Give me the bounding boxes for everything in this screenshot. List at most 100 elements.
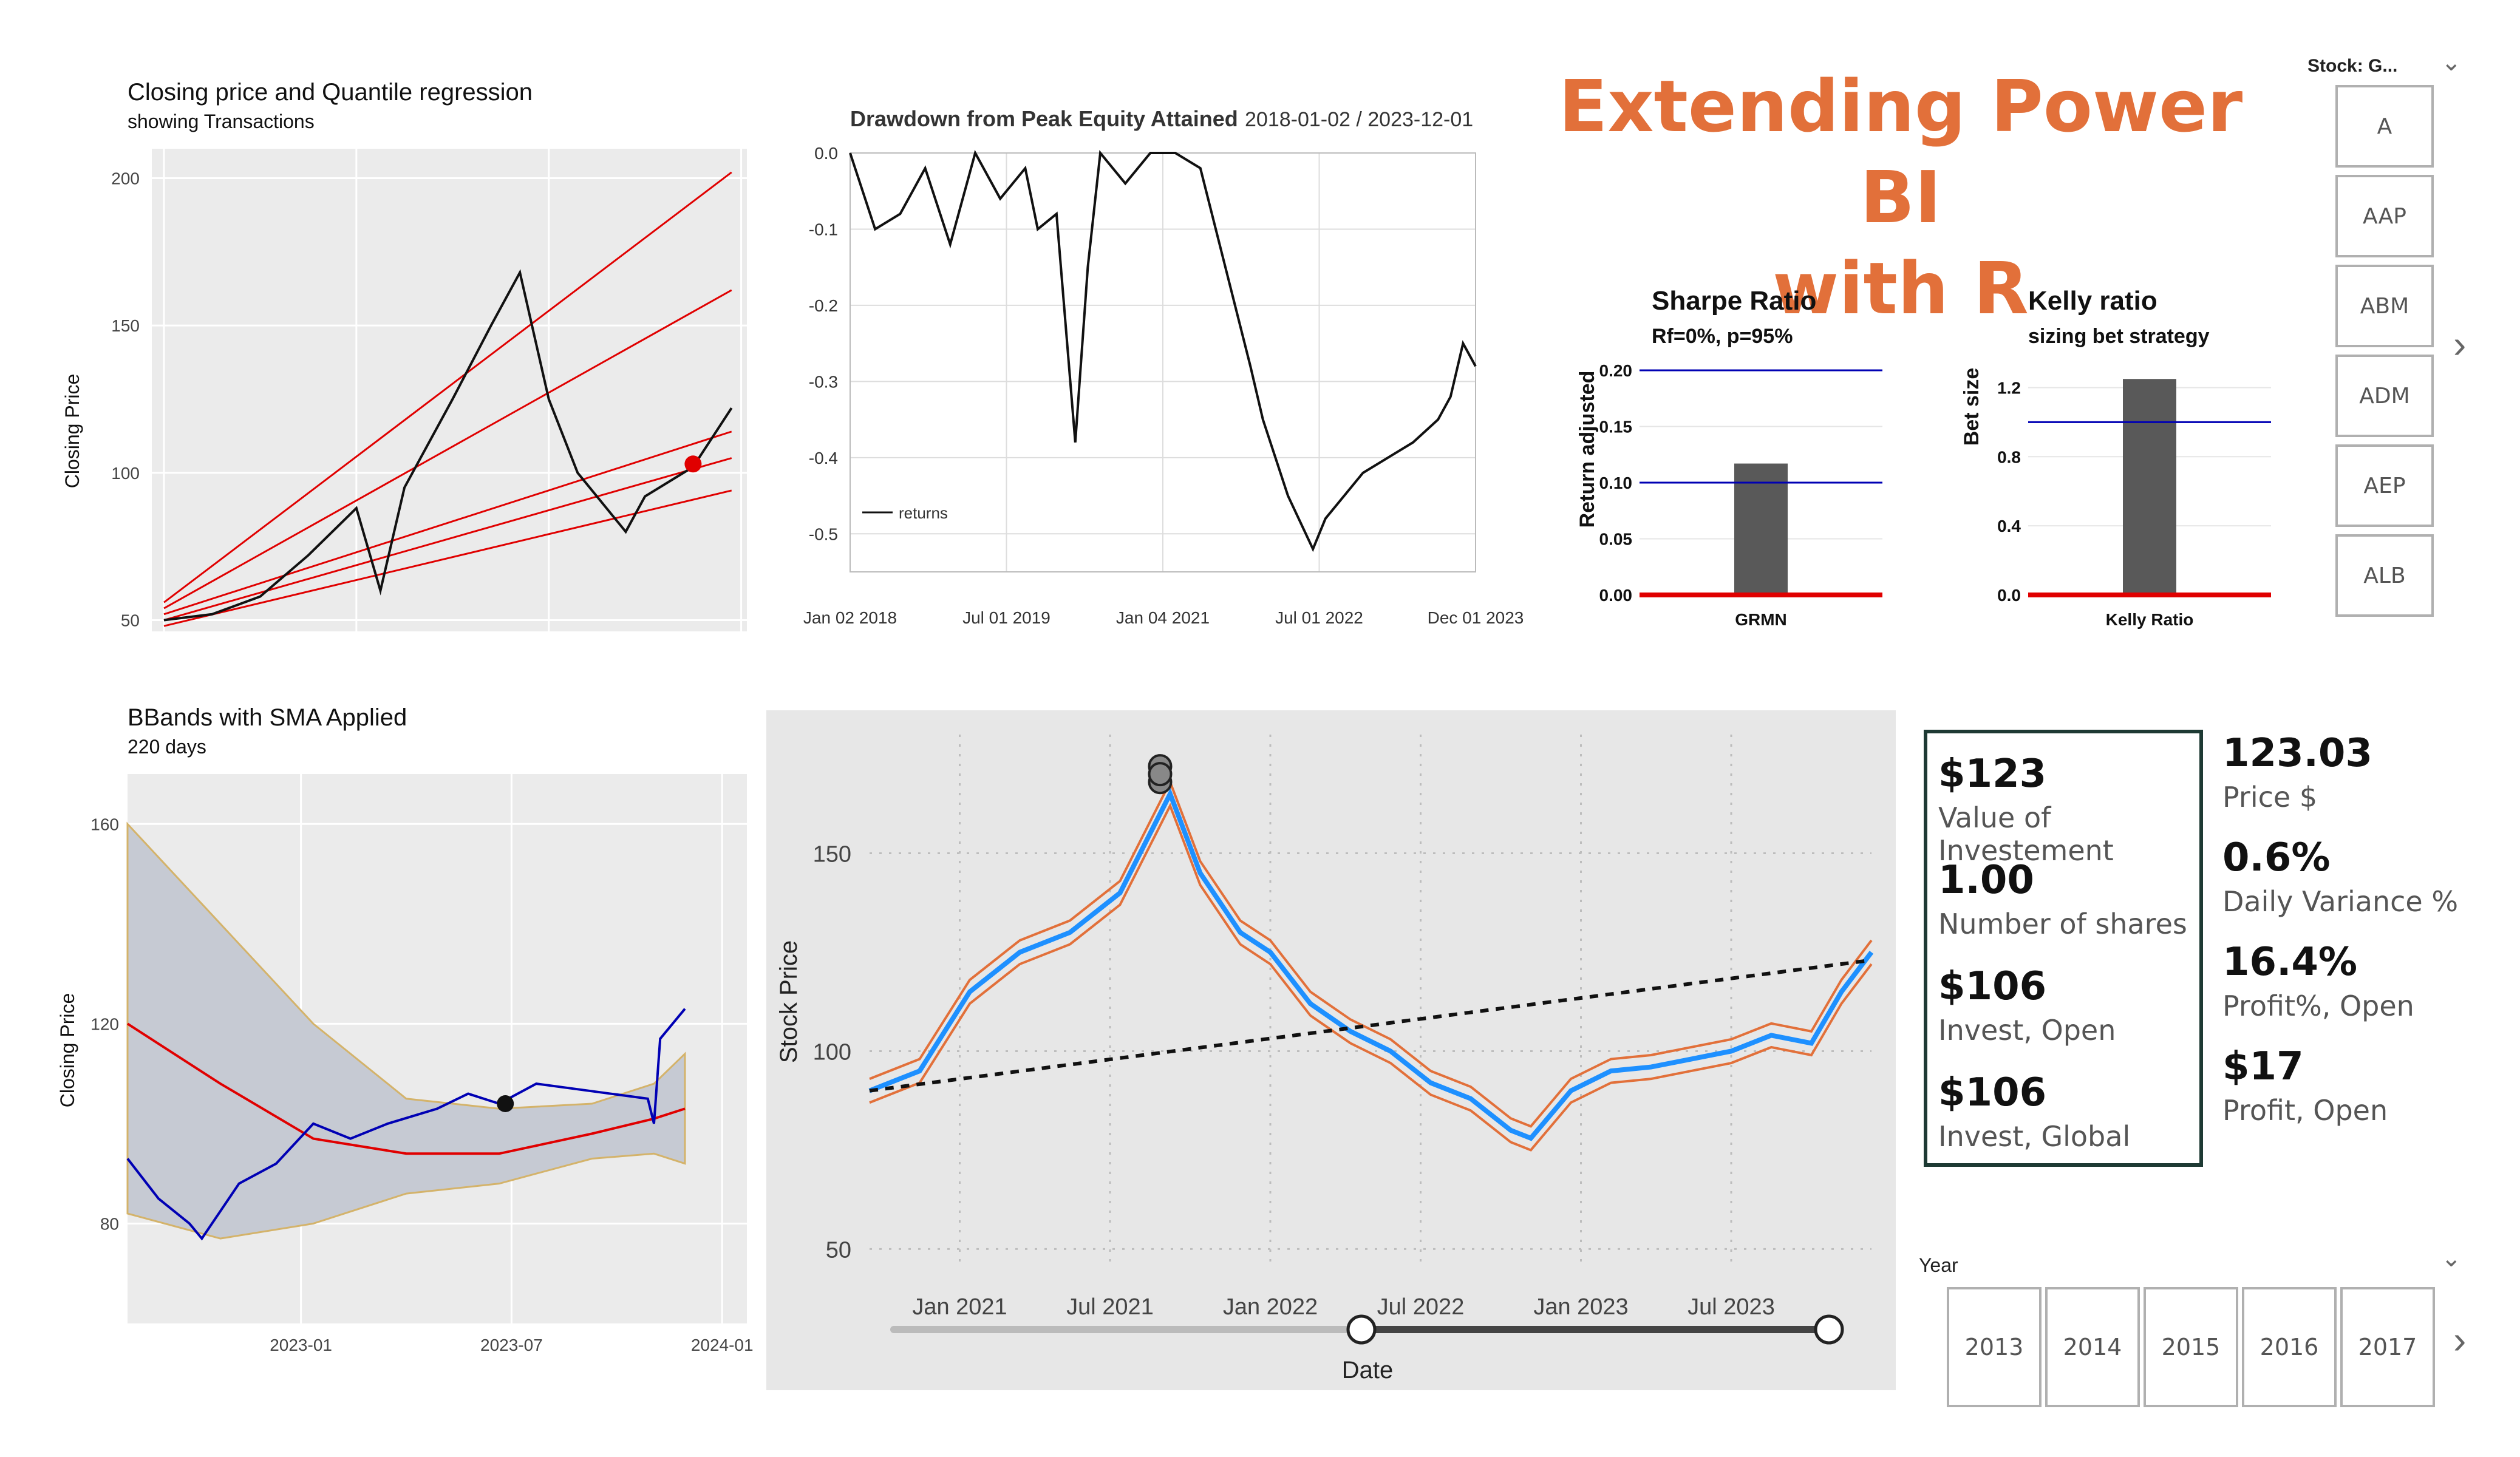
price-ytick: 150 [813,842,851,868]
year-slicer-label: Year [1919,1254,1958,1276]
stock-slicer-item[interactable]: A [2335,85,2434,168]
kpi-label: Profit, Open [2222,1094,2388,1127]
kpi-value: 0.6% [2222,835,2331,880]
dashboard-title-line2: with R [1773,246,2029,330]
stock-slicer-item[interactable]: ALB [2335,534,2434,617]
kpi-value: $106 [1938,1070,2047,1115]
drawdown-xtick: Dec 01 2023 [1428,608,1524,627]
stock-slicer[interactable]: Stock: G... ⌄ A AAP ABM ADM AEP ALB [2307,49,2490,631]
quantile-ytick: 100 [111,464,140,483]
quantile-ylabel: Closing Price [61,374,83,489]
stock-slicer-item[interactable]: AAP [2335,175,2434,257]
price-trend-line [869,958,1872,1093]
kpi-label: Value of Investement [1938,801,2114,867]
sharpe-ytick: 0.10 [1599,474,1633,492]
year-chevron-right-icon[interactable]: › [2453,1318,2467,1362]
drawdown-ytick: -0.4 [809,449,838,467]
kpi-value: 1.00 [1938,858,2034,903]
kelly-chart[interactable]: Kelly ratio sizing bet strategy Bet size… [1955,279,2295,644]
price-xlabel: Date [1342,1357,1394,1384]
bbands-title: BBands with SMA Applied [128,704,407,731]
year-chevron-down-icon[interactable]: ⌄ [2441,1245,2462,1272]
year-slicer-item[interactable]: 2016 [2242,1287,2337,1407]
sharpe-chart-plot: Sharpe Ratio Rf=0%, p=95% Return adjuste… [1576,286,1882,629]
sharpe-ytick: 0.05 [1599,530,1633,549]
stock-slicer-label: Stock: G... [2307,56,2398,76]
bbands-close-line [126,1008,686,1241]
quantile-regression-line [163,457,732,621]
kpi-value: 16.4% [2222,940,2358,985]
price-upper-line [869,779,1873,1128]
quantile-regression-line [163,171,732,603]
price-lower-line [869,803,1873,1152]
drawdown-chart-plot: Drawdown from Peak Equity Attained 2018-… [803,106,1524,627]
kpi-value: $106 [1938,964,2047,1009]
stock-slicer-item[interactable]: ABM [2335,265,2434,347]
price-chart[interactable]: 50 100 150 Jan 2021 Jul 2021 Jan 2022 Jul 2022… [766,710,1896,1390]
date-slider-right-handle[interactable] [1814,1314,1844,1345]
sharpe-title: Sharpe Ratio [1652,286,1816,316]
drawdown-xtick: Jul 01 2019 [962,608,1051,627]
kpi-value: $123 [1938,752,2047,796]
sharpe-subtitle: Rf=0%, p=95% [1652,325,1793,348]
dashboard-title: Extending Power BI with R [1506,61,2295,334]
bbands-ytick: 160 [90,815,119,834]
kpi-card-box: $123 Value of Investement 1.00 Number of sh… [1924,730,2203,1167]
year-slicer-item[interactable]: 2015 [2144,1287,2238,1407]
stock-slicer-item[interactable]: ADM [2335,355,2434,437]
date-slider-left-handle[interactable] [1346,1314,1377,1345]
bbands-chart[interactable]: BBands with SMA Applied 220 days 80 120 16… [55,698,759,1372]
bbands-ytick: 80 [100,1214,119,1233]
quantile-chart-title: Closing price and Quantile regression [128,79,533,106]
sharpe-category: GRMN [1735,610,1787,629]
chevron-down-icon[interactable]: ⌄ [2441,49,2462,76]
drawdown-legend-text: returns [899,504,948,522]
sharpe-ylabel: Return adjusted [1576,371,1599,528]
price-ylabel: Stock Price [775,940,802,1063]
bbands-marker [497,1095,514,1112]
price-marker [1148,762,1173,787]
bbands-xtick: 2024-01 [691,1336,754,1354]
kelly-chart-plot: Kelly ratio sizing bet strategy Bet size… [1960,286,2271,629]
quantile-transaction-marker [684,455,702,473]
bbands-ytick: 120 [90,1014,119,1033]
quantile-chart-plot: 501001502002018202020222024 Closing Pric… [61,149,747,631]
price-line [868,787,1874,1141]
bbands-sma-line [126,1022,686,1155]
price-xtick: Jan 2023 [1533,1294,1628,1320]
kelly-ytick: 0.4 [1997,517,2021,535]
drawdown-ytick: -0.5 [809,525,838,543]
year-slicer-item[interactable]: 2013 [1947,1287,2042,1407]
kpi-value: 123.03 [2222,731,2372,776]
drawdown-ytick: -0.1 [809,220,838,239]
year-slicer[interactable]: Year ⌄ 2013 2014 2015 2016 2017 [1919,1238,2502,1421]
price-xtick: Jan 2021 [912,1294,1007,1320]
year-slicer-item[interactable]: 2014 [2045,1287,2140,1407]
quantile-ytick: 50 [121,611,140,630]
stock-slicer-item[interactable]: AEP [2335,444,2434,527]
drawdown-xtick: Jan 02 2018 [803,608,897,627]
kpi-label: Number of shares [1938,908,2187,940]
sharpe-chart[interactable]: Sharpe Ratio Rf=0%, p=95% Return adjuste… [1567,279,1895,644]
bbands-xtick: 2023-01 [270,1336,332,1354]
price-ytick: 50 [826,1237,851,1263]
quantile-price-line [163,269,733,622]
kelly-ytick: 0.0 [1997,586,2021,605]
price-xtick: Jan 2022 [1223,1294,1318,1320]
bbands-plot: 80 120 160 2023-01 2023-07 2024-01 Closing Pr… [56,774,754,1354]
price-chart-plot: 50 100 150 Jan 2021 Jul 2021 Jan 2022 Jul 2022… [775,735,1874,1384]
quantile-chart[interactable]: Closing price and Quantile regression sh… [55,73,759,631]
kpi-card-list: 123.03 Price $ 0.6% Daily Variance % 16.4% Pr… [2222,722,2514,1160]
year-slicer-item[interactable]: 2017 [2340,1287,2435,1407]
price-xtick: Jul 2022 [1377,1294,1465,1320]
drawdown-chart[interactable]: Drawdown from Peak Equity Attained 2018-… [771,97,1561,631]
kpi-value: $17 [2222,1044,2304,1089]
quantile-ytick: 150 [111,316,140,335]
chevron-right-icon[interactable]: › [2453,322,2467,366]
kpi-label: Price $ [2222,781,2318,813]
quantile-plot-bg [152,149,747,631]
kelly-title: Kelly ratio [2028,286,2157,316]
quantile-ytick: 200 [111,169,140,188]
bbands-xtick: 2023-07 [480,1336,543,1354]
bbands-subtitle: 220 days [128,736,206,758]
